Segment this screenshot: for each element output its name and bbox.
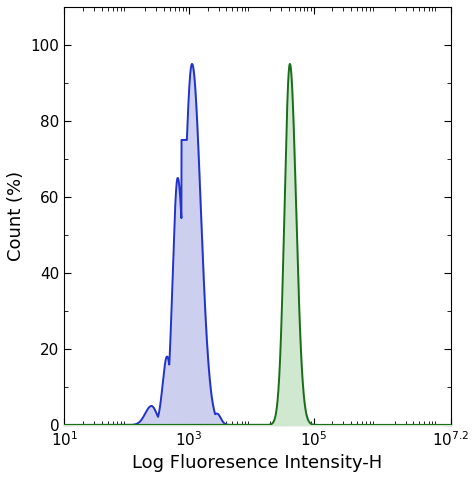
X-axis label: Log Fluoresence Intensity-H: Log Fluoresence Intensity-H	[132, 454, 383, 472]
Y-axis label: Count (%): Count (%)	[7, 171, 25, 261]
